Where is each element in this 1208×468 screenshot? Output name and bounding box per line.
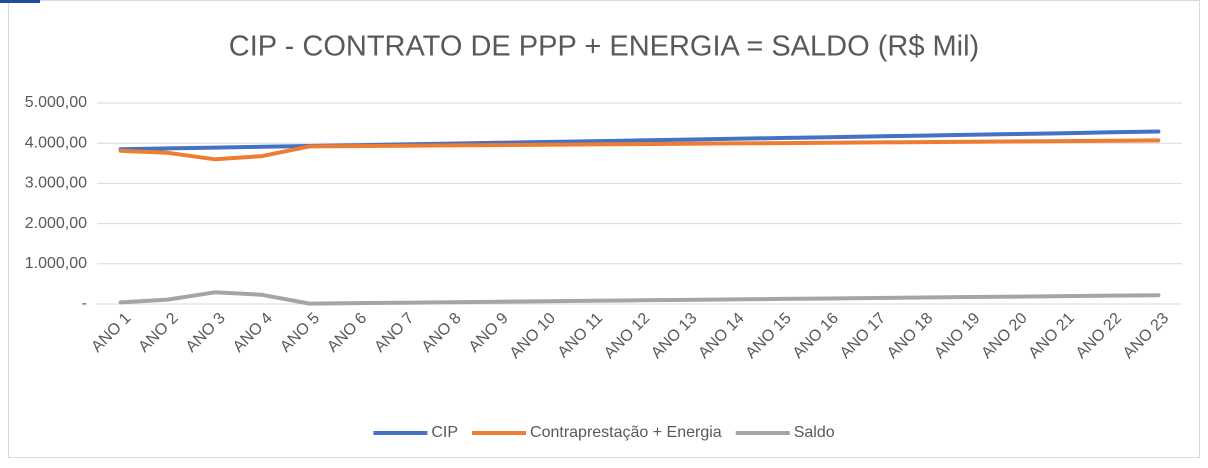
legend-label: Contraprestação + Energia <box>530 424 722 441</box>
legend-label: CIP <box>431 424 458 441</box>
y-tick-label: 3.000,00 <box>25 175 87 192</box>
chart-border <box>8 0 1200 458</box>
series-line <box>118 290 1161 306</box>
y-tick-label: 1.000,00 <box>25 255 87 272</box>
y-tick-label: 2.000,00 <box>25 215 87 232</box>
series-line <box>118 129 1161 152</box>
series-line <box>118 138 1161 162</box>
y-tick-label: - <box>82 295 87 312</box>
chart-title: CIP - CONTRATO DE PPP + ENERGIA = SALDO … <box>229 31 979 63</box>
legend-label: Saldo <box>794 424 835 441</box>
y-tick-label: 5.000,00 <box>25 94 87 111</box>
y-tick-label: 4.000,00 <box>25 134 87 151</box>
caption-marker <box>0 0 40 3</box>
